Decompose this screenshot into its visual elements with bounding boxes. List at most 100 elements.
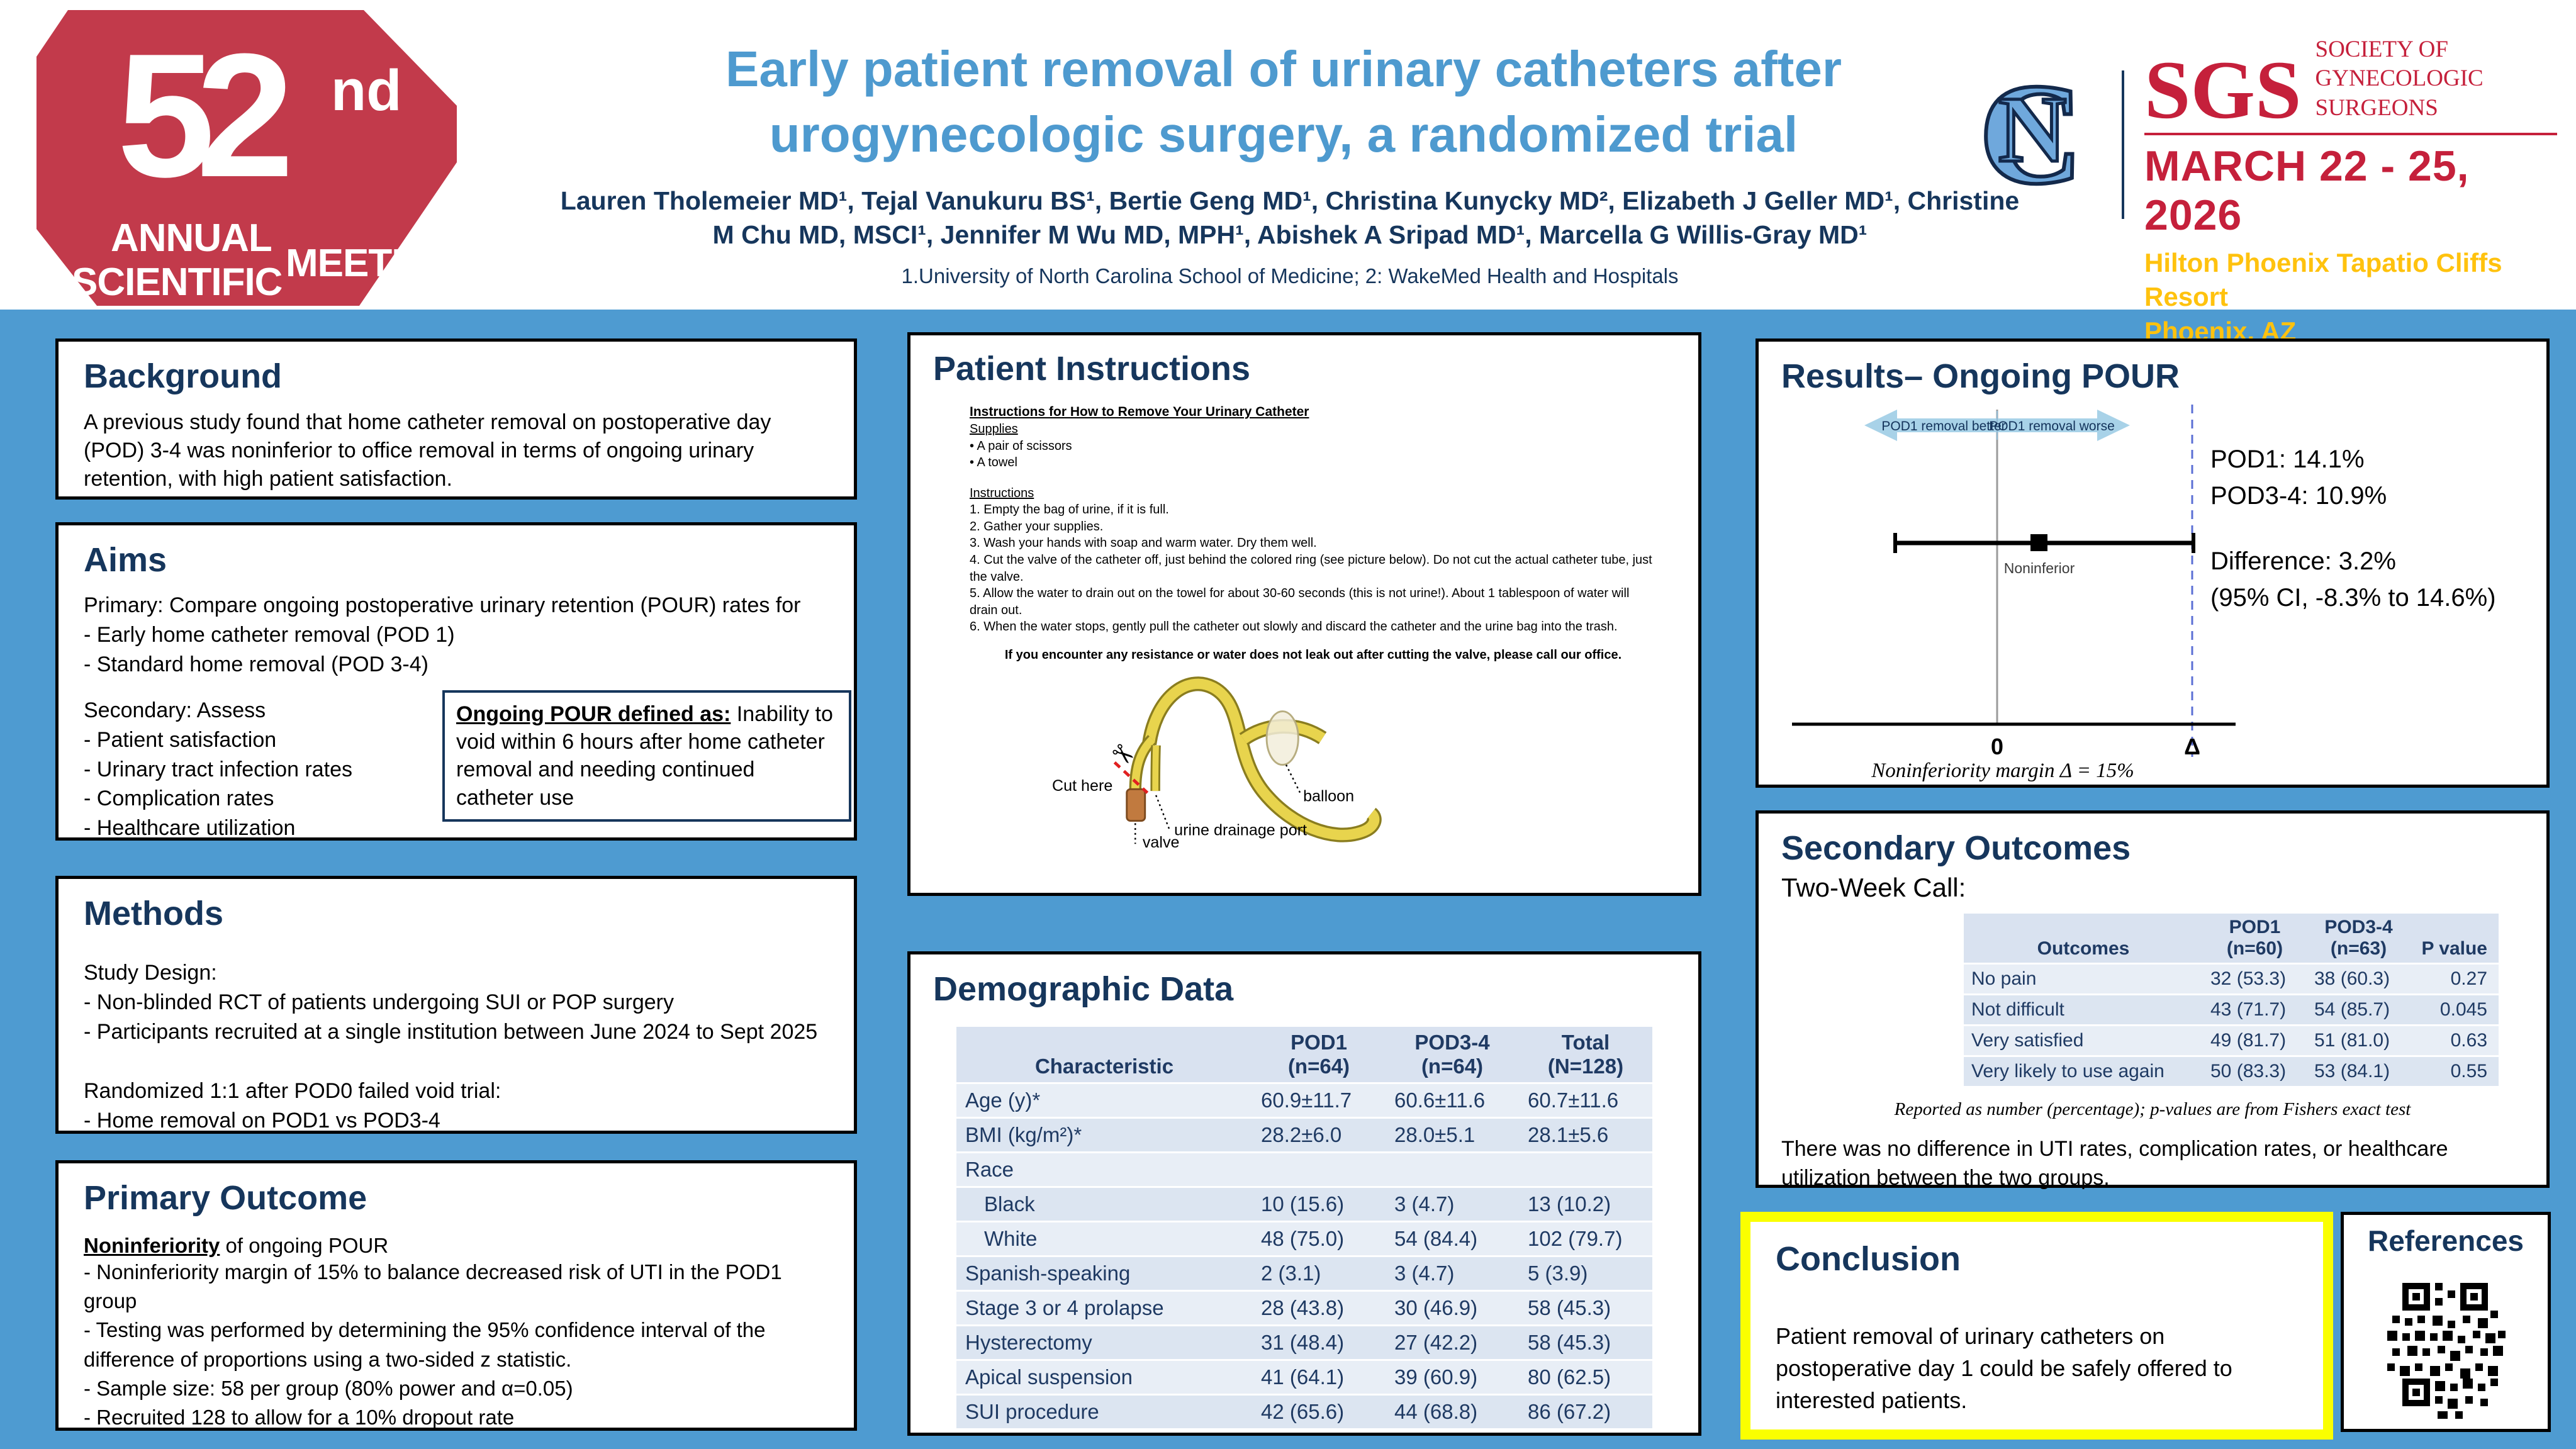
cell-value: 80 (62.5)	[1519, 1361, 1652, 1394]
primary-outcome-panel: Primary Outcome Noninferiority of ongoin…	[55, 1160, 857, 1431]
primary-outcome-title: Primary Outcome	[84, 1179, 367, 1217]
primary-outcome-body: - Noninferiority margin of 15% to balanc…	[84, 1260, 782, 1429]
results-title: Results– Ongoing POUR	[1781, 357, 2180, 395]
margin-note: Noninferiority margin Δ = 15%	[1871, 759, 2134, 782]
background-panel: Background A previous study found that h…	[55, 338, 857, 500]
aims-panel: Aims Primary: Compare ongoing postoperat…	[55, 522, 857, 841]
patient-instructions-title: Patient Instructions	[933, 350, 1251, 388]
references-title: References	[2367, 1224, 2524, 1257]
badge-number: 52	[117, 18, 294, 214]
arrow-right-label: POD1 removal worse	[1989, 419, 2115, 434]
aims-secondary: Secondary: Assess - Patient satisfaction…	[84, 698, 353, 841]
cell-value: 5 (3.9)	[1519, 1257, 1652, 1290]
col-header: POD1 (n=64)	[1252, 1027, 1386, 1082]
cell-value: 10 (15.6)	[1252, 1188, 1386, 1221]
col-header: POD1 (n=60)	[2203, 914, 2307, 963]
cell-label: SUI procedure	[956, 1396, 1252, 1428]
table-row: Apical suspension 41 (64.1) 39 (60.9) 80…	[956, 1361, 1652, 1394]
badge-number-suffix: nd	[331, 59, 402, 123]
cell-value: 54 (85.7)	[2307, 995, 2411, 1024]
pour-definition-box: Ongoing POUR defined as: Inability to vo…	[442, 690, 851, 822]
valve-label: valve	[1143, 834, 1180, 849]
cell-value: 43 (71.7)	[2203, 995, 2307, 1024]
unc-logo-n: N	[1998, 77, 2066, 182]
cell-value: 58 (45.3)	[1519, 1326, 1652, 1359]
cell-value: 28 (43.8)	[1252, 1292, 1386, 1324]
point-estimate-marker	[2030, 534, 2047, 551]
patient-instructions-panel: Patient Instructions Instructions for Ho…	[907, 332, 1701, 896]
results-panel: Results– Ongoing POUR POD1 removal bette…	[1756, 338, 2550, 788]
cell-label: Race	[956, 1153, 1252, 1186]
cell-value: 102 (79.7)	[1519, 1222, 1652, 1255]
cell-value	[1252, 1153, 1386, 1186]
cell-value	[1519, 1153, 1652, 1186]
badge-scientific-label: SCIENTIFIC	[72, 260, 283, 304]
table-row: Very satisfied 49 (81.7) 51 (81.0) 0.63	[1964, 1026, 2499, 1055]
cell-value: 39 (60.9)	[1386, 1361, 1519, 1394]
cell-label: BMI (kg/m²)*	[956, 1119, 1252, 1151]
cell-label: Spanish-speaking	[956, 1257, 1252, 1290]
badge-shape	[36, 10, 457, 306]
cell-value: 32 (53.3)	[2203, 965, 2307, 993]
conclusion-body: Patient removal of urinary catheters on …	[1776, 1323, 2232, 1414]
cell-label: Not difficult	[1964, 995, 2203, 1024]
cell-value: 49 (81.7)	[2203, 1026, 2307, 1055]
cell-value: 60.9±11.7	[1252, 1084, 1386, 1117]
cell-value: 42 (65.6)	[1252, 1396, 1386, 1428]
cell-label: White	[956, 1222, 1252, 1255]
stat-difference: Difference: 3.2%	[2210, 547, 2396, 575]
noninferiority-rest: of ongoing POUR	[220, 1234, 389, 1257]
port-stub	[1152, 745, 1159, 791]
cell-value: 27 (42.2)	[1386, 1326, 1519, 1359]
table-row: Age (y)* 60.9±11.7 60.6±11.6 60.7±11.6	[956, 1084, 1652, 1117]
conclusion-title: Conclusion	[1776, 1240, 1961, 1278]
noninferior-label: Noninferior	[2004, 560, 2075, 576]
cell-value: 53 (84.1)	[2307, 1057, 2411, 1086]
cell-value: 48 (75.0)	[1252, 1222, 1386, 1255]
cell-value: 28.0±5.1	[1386, 1119, 1519, 1151]
cell-label: Hysterectomy	[956, 1326, 1252, 1359]
col-header: Total (N=128)	[1519, 1027, 1652, 1082]
cell-pvalue: 0.63	[2411, 1026, 2499, 1055]
unc-logo: C N	[1977, 52, 2085, 216]
stat-pod1: POD1: 14.1%	[2210, 445, 2365, 473]
col-header: POD3-4 (n=64)	[1386, 1027, 1519, 1082]
cell-value: 2 (3.1)	[1252, 1257, 1386, 1290]
table-row: White 48 (75.0) 54 (84.4) 102 (79.7)	[956, 1222, 1652, 1255]
table-row: Hysterectomy 31 (48.4) 27 (42.2) 58 (45.…	[956, 1326, 1652, 1359]
sgs-logo: SGS	[2144, 43, 2302, 136]
demographics-table: Characteristic POD1 (n=64) POD3-4 (n=64)…	[956, 1025, 1652, 1430]
arrow-left-label: POD1 removal better	[1881, 419, 2005, 434]
noninferiority-lead: Noninferiority	[84, 1234, 220, 1257]
header-divider	[2122, 70, 2124, 219]
affiliations-line: 1.University of North Carolina School of…	[901, 264, 1679, 288]
table-row: Very likely to use again 50 (83.3) 53 (8…	[1964, 1057, 2499, 1086]
cell-value: 31 (48.4)	[1252, 1326, 1386, 1359]
valve-branch	[1131, 736, 1155, 791]
sgs-rule	[2144, 132, 2557, 135]
cell-value: 28.1±5.6	[1519, 1119, 1652, 1151]
instructions-warning: If you encounter any resistance or water…	[1004, 648, 1622, 663]
meeting-dates: MARCH 22 - 25, 2026	[2144, 142, 2470, 239]
cell-value: 51 (81.0)	[2307, 1026, 2411, 1055]
col-header: Characteristic	[956, 1027, 1252, 1082]
col-header: Outcomes	[1964, 914, 2203, 963]
methods-panel: Methods Study Design: - Non-blinded RCT …	[55, 876, 857, 1134]
table-row: Not difficult 43 (71.7) 54 (85.7) 0.045	[1964, 995, 2499, 1024]
meeting-badge-logo: 52 nd ANNUAL MEETING SCIENTIFIC	[16, 4, 459, 310]
aims-title: Aims	[84, 541, 167, 579]
secondary-outcomes-panel: Secondary Outcomes Two-Week Call: Outcom…	[1756, 810, 2550, 1190]
table-row: Black 10 (15.6) 3 (4.7) 13 (10.2)	[956, 1188, 1652, 1221]
demographics-footnote: *Reported as mean (SD); all others are n…	[933, 1448, 1676, 1449]
table-row: SUI procedure 42 (65.6) 44 (68.8) 86 (67…	[956, 1396, 1652, 1428]
references-qr-code	[2375, 1264, 2516, 1425]
cell-label: Apical suspension	[956, 1361, 1252, 1394]
instructions-label: Instructions	[970, 486, 1034, 500]
cell-value: 41 (64.1)	[1252, 1361, 1386, 1394]
port-label: urine drainage port	[1174, 821, 1307, 839]
background-body: A previous study found that home cathete…	[84, 410, 771, 491]
references-panel: References	[2341, 1212, 2551, 1432]
instructions-steps: 1. Empty the bag of urine, if it is full…	[970, 503, 1652, 634]
cell-value: 3 (4.7)	[1386, 1257, 1519, 1290]
cell-value: 54 (84.4)	[1386, 1222, 1519, 1255]
